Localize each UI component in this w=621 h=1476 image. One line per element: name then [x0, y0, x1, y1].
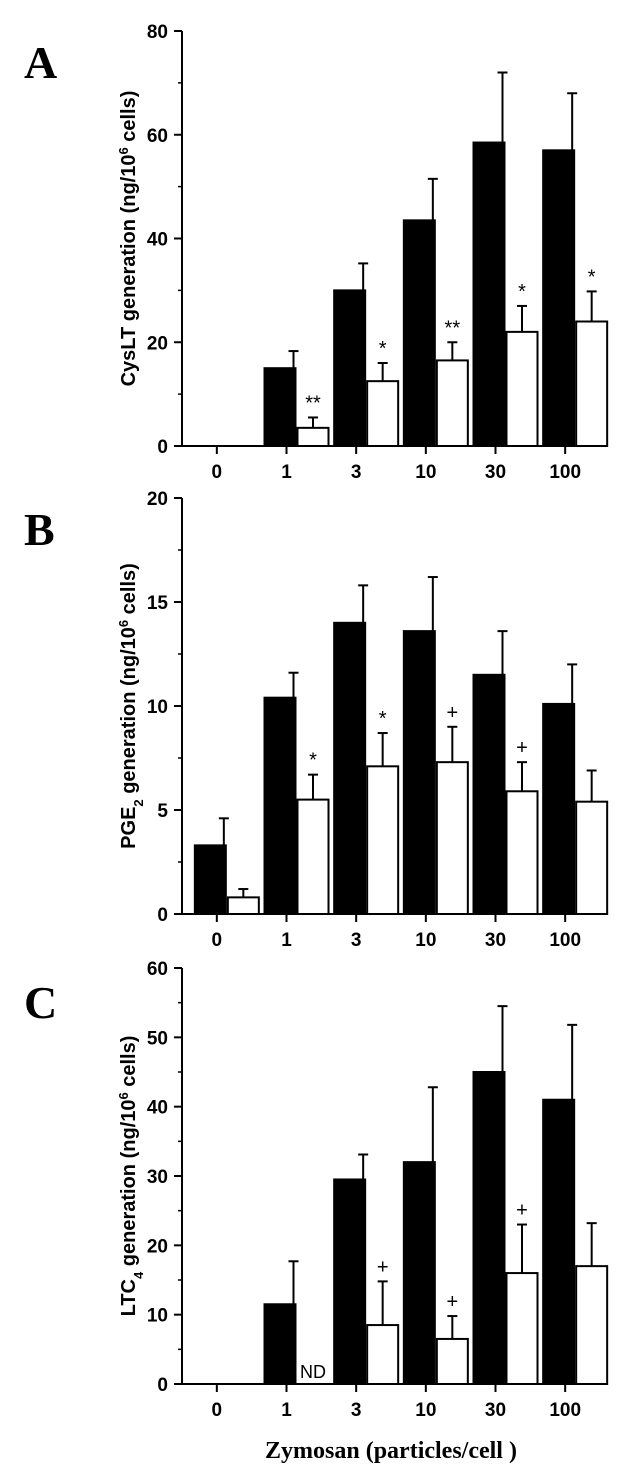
x-tick-label: 100: [549, 1400, 581, 1421]
significance-marker: **: [445, 317, 461, 339]
white-bar-1: [296, 426, 330, 447]
black-bar-30: [472, 1071, 506, 1385]
x-tick-label: 0: [212, 1400, 223, 1421]
y-tick-label: 80: [147, 22, 168, 43]
y-tick-label: 0: [157, 905, 168, 926]
white-bar-0: [226, 896, 260, 915]
white-bar-10: [435, 761, 469, 915]
y-tick-label: 20: [147, 489, 168, 510]
x-tick-label: 10: [415, 462, 436, 483]
black-bar-100: [542, 1098, 576, 1385]
white-bar-3: [366, 765, 400, 915]
y-tick-label: 0: [157, 437, 168, 458]
white-bar-30: [505, 790, 539, 916]
white-bar-3: [366, 1324, 400, 1385]
x-axis-label: Zymosan (particles/cell ): [265, 1438, 517, 1464]
white-bar-3: [366, 380, 400, 447]
significance-marker: +: [516, 1200, 528, 1222]
white-bar-10: [435, 1337, 469, 1386]
significance-marker: *: [588, 266, 596, 288]
significance-marker: *: [518, 281, 526, 303]
panel-a: A 0 20 40 60 80 0 1 3 10 30 100 CysLT generation (ng…: [24, 22, 609, 483]
y-tick-label: 30: [147, 1167, 168, 1188]
x-tick-label: 30: [485, 462, 506, 483]
y-axis-label: PGE2 generation (ng/106 cells): [116, 563, 146, 849]
black-bar-30: [472, 673, 506, 915]
black-bar-10: [402, 1161, 436, 1385]
significance-marker: +: [377, 1256, 389, 1278]
black-bar-0: [193, 844, 227, 915]
significance-marker: +: [446, 702, 458, 724]
y-tick-label: 5: [157, 801, 168, 822]
white-bar-100: [575, 1265, 609, 1385]
black-bar-100: [542, 702, 576, 915]
black-bar-3: [333, 289, 367, 447]
y-tick-label: 60: [147, 959, 168, 980]
x-tick-label: 10: [415, 1400, 436, 1421]
white-bar-100: [575, 800, 609, 915]
significance-marker: *: [379, 708, 387, 730]
x-tick-label: 1: [281, 462, 292, 483]
y-tick-label: 20: [147, 333, 168, 354]
x-tick-label: 30: [485, 1400, 506, 1421]
black-bar-30: [472, 141, 506, 447]
black-bar-1: [263, 367, 297, 447]
black-bar-10: [402, 630, 436, 915]
x-tick-label: 3: [351, 930, 362, 951]
black-bar-3: [333, 621, 367, 915]
y-tick-label: 60: [147, 126, 168, 147]
x-tick-label: 0: [212, 930, 223, 951]
panel-b: B 0 5 10 15 20 0 1 3 10 30 100 PGE2 generation (ng/1…: [24, 489, 609, 951]
y-tick-label: 40: [147, 1098, 168, 1119]
panel-letter: C: [24, 977, 57, 1028]
x-tick-label: 3: [351, 462, 362, 483]
white-bar-100: [575, 320, 609, 447]
white-bar-10: [435, 359, 469, 447]
black-bar-1: [263, 1303, 297, 1386]
black-bar-100: [542, 149, 576, 447]
y-tick-label: 10: [147, 1306, 168, 1327]
x-tick-label: 1: [281, 1400, 292, 1421]
significance-marker: +: [446, 1291, 458, 1313]
black-bar-3: [333, 1178, 367, 1386]
y-tick-label: 20: [147, 1236, 168, 1257]
y-axis-label: CysLT generation (ng/106 cells): [116, 91, 141, 387]
y-tick-label: 50: [147, 1028, 168, 1049]
black-bar-1: [263, 696, 297, 915]
panel-c: C 0 10 20 30 40 50 60 0 1 3 10 30 100 LTC4 generation …: [24, 959, 609, 1421]
significance-marker: *: [379, 338, 387, 360]
x-tick-label: 3: [351, 1400, 362, 1421]
x-tick-label: 10: [415, 930, 436, 951]
panel-letter: B: [24, 504, 55, 555]
x-tick-label: 1: [281, 930, 292, 951]
nd-label: ND: [300, 1362, 326, 1382]
black-bar-10: [402, 219, 436, 447]
significance-marker: *: [309, 750, 317, 772]
y-tick-label: 10: [147, 697, 168, 718]
x-tick-label: 0: [212, 462, 223, 483]
white-bar-30: [505, 330, 539, 447]
y-tick-label: 15: [147, 593, 169, 614]
significance-marker: +: [516, 737, 528, 759]
x-tick-label: 100: [549, 462, 581, 483]
y-axis-label: LTC4 generation (ng/106 cells): [116, 1036, 146, 1317]
x-tick-label: 100: [549, 930, 581, 951]
x-tick-label: 30: [485, 930, 506, 951]
y-tick-label: 40: [147, 230, 168, 251]
white-bar-1: [296, 798, 330, 915]
y-tick-label: 0: [157, 1375, 168, 1396]
panel-letter: A: [24, 37, 57, 88]
significance-marker: **: [305, 392, 321, 414]
white-bar-30: [505, 1272, 539, 1385]
